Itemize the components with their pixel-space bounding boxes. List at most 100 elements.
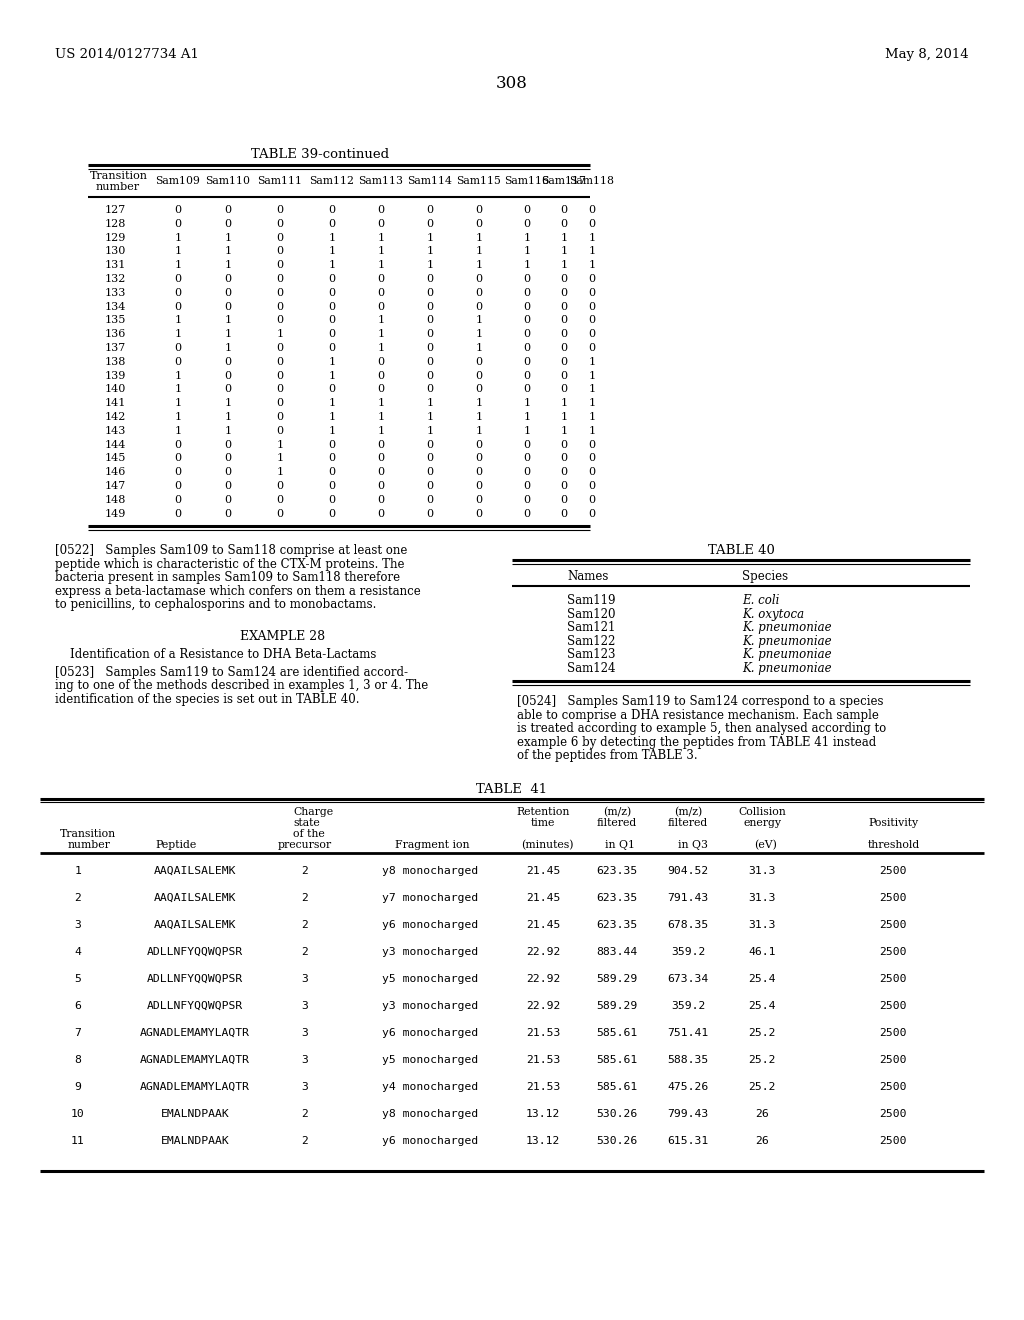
Text: 0: 0 [560, 356, 567, 367]
Text: 0: 0 [329, 315, 336, 326]
Text: 0: 0 [224, 440, 231, 450]
Text: 0: 0 [329, 453, 336, 463]
Text: 1: 1 [378, 232, 385, 243]
Text: 1: 1 [224, 260, 231, 271]
Text: 0: 0 [378, 508, 385, 519]
Text: y3 monocharged: y3 monocharged [382, 946, 478, 957]
Text: y8 monocharged: y8 monocharged [382, 1109, 478, 1119]
Text: 1: 1 [224, 329, 231, 339]
Text: 0: 0 [426, 288, 433, 298]
Text: energy: energy [743, 818, 781, 828]
Text: 791.43: 791.43 [668, 892, 709, 903]
Text: 0: 0 [426, 315, 433, 326]
Text: 1: 1 [174, 384, 181, 395]
Text: 133: 133 [104, 288, 126, 298]
Text: 1: 1 [224, 399, 231, 408]
Text: 0: 0 [329, 275, 336, 284]
Text: 0: 0 [276, 219, 284, 228]
Text: 0: 0 [224, 219, 231, 228]
Text: 0: 0 [174, 219, 181, 228]
Text: 0: 0 [276, 288, 284, 298]
Text: AAQAILSALEMK: AAQAILSALEMK [154, 920, 237, 929]
Text: 0: 0 [475, 440, 482, 450]
Text: 0: 0 [276, 275, 284, 284]
Text: 0: 0 [589, 275, 596, 284]
Text: 1: 1 [475, 343, 482, 352]
Text: 0: 0 [589, 440, 596, 450]
Text: threshold: threshold [868, 840, 921, 850]
Text: 0: 0 [224, 453, 231, 463]
Text: 1: 1 [475, 426, 482, 436]
Text: 0: 0 [329, 467, 336, 478]
Text: 359.2: 359.2 [671, 946, 706, 957]
Text: 0: 0 [276, 426, 284, 436]
Text: 0: 0 [174, 495, 181, 504]
Text: 8: 8 [75, 1055, 82, 1065]
Text: 0: 0 [426, 356, 433, 367]
Text: 0: 0 [560, 329, 567, 339]
Text: 0: 0 [523, 205, 530, 215]
Text: 1: 1 [174, 329, 181, 339]
Text: 0: 0 [560, 219, 567, 228]
Text: 0: 0 [378, 371, 385, 380]
Text: K. pneumoniae: K. pneumoniae [742, 622, 831, 635]
Text: 1: 1 [224, 247, 231, 256]
Text: 142: 142 [104, 412, 126, 422]
Text: 11: 11 [71, 1137, 85, 1146]
Text: 2500: 2500 [880, 1055, 906, 1065]
Text: 1: 1 [523, 426, 530, 436]
Text: filtered: filtered [668, 818, 709, 828]
Text: 2: 2 [301, 866, 308, 876]
Text: 0: 0 [560, 343, 567, 352]
Text: 0: 0 [276, 412, 284, 422]
Text: 0: 0 [589, 495, 596, 504]
Text: 134: 134 [104, 301, 126, 312]
Text: 6: 6 [75, 1001, 82, 1011]
Text: 0: 0 [523, 288, 530, 298]
Text: Sam109: Sam109 [156, 176, 201, 186]
Text: 25.2: 25.2 [749, 1028, 776, 1038]
Text: 137: 137 [104, 343, 126, 352]
Text: AAQAILSALEMK: AAQAILSALEMK [154, 866, 237, 876]
Text: 147: 147 [104, 480, 126, 491]
Text: 1: 1 [224, 343, 231, 352]
Text: 0: 0 [589, 508, 596, 519]
Text: 0: 0 [174, 343, 181, 352]
Text: 615.31: 615.31 [668, 1137, 709, 1146]
Text: 0: 0 [560, 315, 567, 326]
Text: 0: 0 [378, 219, 385, 228]
Text: 148: 148 [104, 495, 126, 504]
Text: 1: 1 [475, 329, 482, 339]
Text: 13.12: 13.12 [525, 1109, 560, 1119]
Text: 589.29: 589.29 [596, 974, 638, 983]
Text: TABLE  41: TABLE 41 [476, 783, 548, 796]
Text: 0: 0 [378, 440, 385, 450]
Text: ADLLNFYQQWQPSR: ADLLNFYQQWQPSR [146, 1001, 243, 1011]
Text: 0: 0 [426, 453, 433, 463]
Text: 22.92: 22.92 [525, 1001, 560, 1011]
Text: 0: 0 [224, 480, 231, 491]
Text: 1: 1 [378, 315, 385, 326]
Text: 1: 1 [174, 260, 181, 271]
Text: 0: 0 [523, 495, 530, 504]
Text: 0: 0 [523, 480, 530, 491]
Text: 0: 0 [523, 219, 530, 228]
Text: of the peptides from TABLE 3.: of the peptides from TABLE 3. [517, 750, 697, 763]
Text: 4: 4 [75, 946, 82, 957]
Text: 0: 0 [174, 440, 181, 450]
Text: 0: 0 [475, 480, 482, 491]
Text: 1: 1 [224, 315, 231, 326]
Text: 22.92: 22.92 [525, 946, 560, 957]
Text: 0: 0 [224, 356, 231, 367]
Text: 0: 0 [276, 399, 284, 408]
Text: [0522]   Samples Sam109 to Sam118 comprise at least one: [0522] Samples Sam109 to Sam118 comprise… [55, 544, 408, 557]
Text: 1: 1 [475, 412, 482, 422]
Text: 2500: 2500 [880, 892, 906, 903]
Text: 0: 0 [426, 343, 433, 352]
Text: 0: 0 [475, 508, 482, 519]
Text: 1: 1 [75, 866, 82, 876]
Text: peptide which is characteristic of the CTX-M proteins. The: peptide which is characteristic of the C… [55, 558, 404, 572]
Text: 585.61: 585.61 [596, 1082, 638, 1092]
Text: 129: 129 [104, 232, 126, 243]
Text: 13.12: 13.12 [525, 1137, 560, 1146]
